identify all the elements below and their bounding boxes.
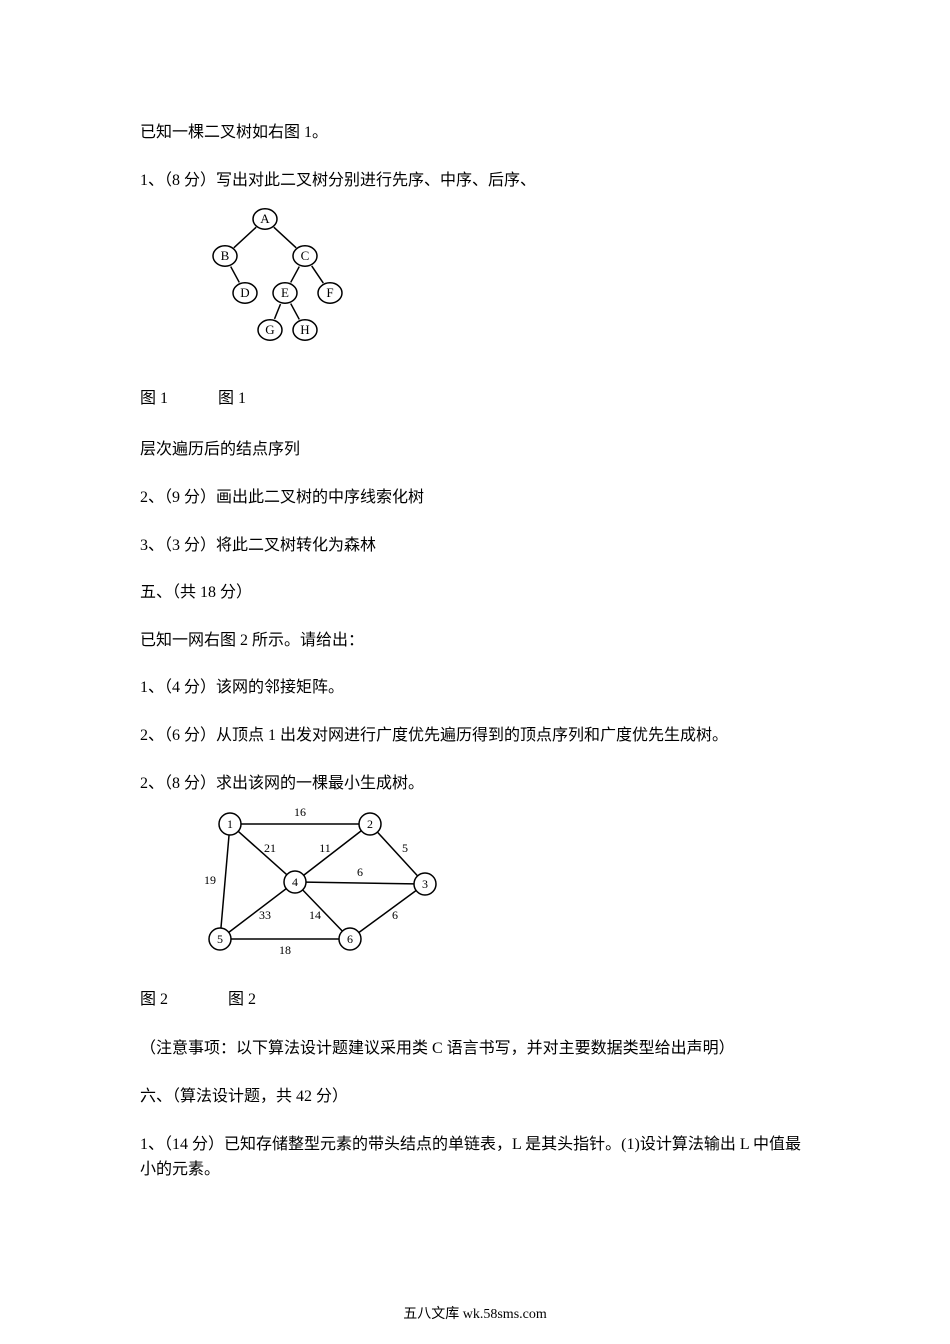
svg-text:6: 6 xyxy=(392,908,398,922)
section-5-heading: 五、（共 18 分） xyxy=(140,580,810,606)
figure-1-caption-inner: 图 1 xyxy=(218,386,246,412)
figure-2-svg: 16 21 11 5 6 19 33 14 6 18 1 2 3 4 5 6 xyxy=(170,804,450,974)
svg-text:21: 21 xyxy=(264,841,276,855)
svg-text:2: 2 xyxy=(367,817,373,831)
svg-text:H: H xyxy=(300,322,309,337)
svg-text:6: 6 xyxy=(347,932,353,946)
figure-2-caption-outer: 图 2 xyxy=(140,987,168,1013)
svg-text:D: D xyxy=(240,285,249,300)
intro-text-2: 已知一网右图 2 所示。请给出： xyxy=(140,628,810,654)
svg-text:16: 16 xyxy=(294,805,306,819)
svg-text:5: 5 xyxy=(217,932,223,946)
svg-text:6: 6 xyxy=(357,865,363,879)
svg-text:4: 4 xyxy=(292,875,298,889)
question-1: 1、（8 分）写出对此二叉树分别进行先序、中序、后序、 xyxy=(140,168,810,194)
svg-text:19: 19 xyxy=(204,873,216,887)
figure-2-svg-wrap: 16 21 11 5 6 19 33 14 6 18 1 2 3 4 5 6 xyxy=(170,804,810,983)
figure-2-caption-inner: 图 2 xyxy=(228,987,256,1013)
svg-text:G: G xyxy=(265,322,274,337)
question-1b: 层次遍历后的结点序列 xyxy=(140,437,810,463)
question-5-3: 2、（8 分）求出该网的一棵最小生成树。 xyxy=(140,771,810,797)
svg-text:1: 1 xyxy=(227,817,233,831)
svg-text:33: 33 xyxy=(259,908,271,922)
svg-text:14: 14 xyxy=(309,908,321,922)
svg-text:18: 18 xyxy=(279,943,291,957)
section-6-heading: 六、（算法设计题，共 42 分） xyxy=(140,1084,810,1110)
page-footer: 五八文库 wk.58sms.com xyxy=(0,1304,950,1326)
question-2: 2、（9 分）画出此二叉树的中序线索化树 xyxy=(140,485,810,511)
svg-text:B: B xyxy=(221,248,230,263)
svg-text:5: 5 xyxy=(402,841,408,855)
svg-text:C: C xyxy=(301,248,310,263)
question-5-2: 2、（6 分）从顶点 1 出发对网进行广度优先遍历得到的顶点序列和广度优先生成树… xyxy=(140,723,810,749)
figure-1-container: ABCDEFGH 图 1 图 1 xyxy=(170,201,810,411)
question-3: 3、（3 分）将此二叉树转化为森林 xyxy=(140,533,810,559)
svg-text:11: 11 xyxy=(319,841,331,855)
figure-2-container: 16211156193314618123456 图 2 图 2 xyxy=(170,804,810,1012)
intro-text-1: 已知一棵二叉树如右图 1。 xyxy=(140,120,810,146)
svg-text:E: E xyxy=(281,285,289,300)
svg-text:3: 3 xyxy=(422,877,428,891)
question-5-1: 1、（4 分）该网的邻接矩阵。 xyxy=(140,675,810,701)
figure-1-svg: A B C D E F G H xyxy=(170,201,350,371)
note-text: （注意事项：以下算法设计题建议采用类 C 语言书写，并对主要数据类型给出声明） xyxy=(140,1036,810,1062)
figure-1-caption-outer: 图 1 xyxy=(140,386,168,412)
figure-1-svg-wrap: A B C D E F G H xyxy=(170,201,350,380)
svg-text:A: A xyxy=(260,211,270,226)
question-6-1: 1、（14 分）已知存储整型元素的带头结点的单链表，L 是其头指针。(1)设计算… xyxy=(140,1132,810,1183)
svg-text:F: F xyxy=(326,285,333,300)
